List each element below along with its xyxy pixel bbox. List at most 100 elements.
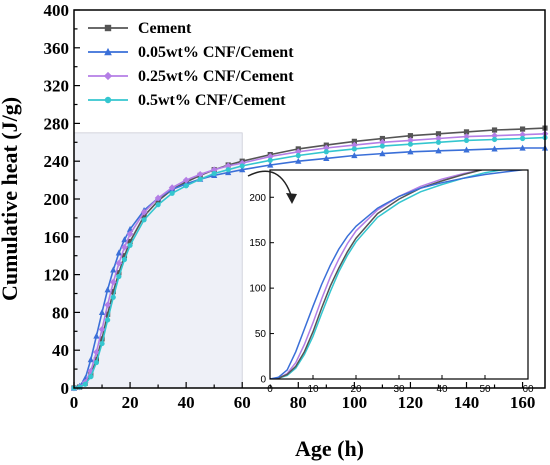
- inset-x-tick-label: 0: [267, 384, 273, 395]
- data-point: [104, 24, 112, 32]
- inset-y-tick-label: 100: [249, 284, 266, 295]
- data-point: [351, 138, 357, 144]
- data-point: [463, 137, 470, 144]
- data-point: [210, 166, 218, 174]
- data-point: [127, 242, 133, 248]
- data-point: [295, 152, 301, 159]
- legend: Cement 0.05wt% CNF/Cement 0.25wt% CNF/Ceme…: [88, 20, 294, 109]
- data-point: [407, 141, 414, 147]
- data-point: [87, 356, 94, 363]
- data-point: [379, 138, 386, 146]
- y-tick-label: 80: [52, 303, 69, 322]
- inset-y-tick-label: 150: [249, 238, 266, 249]
- data-point: [121, 256, 128, 263]
- data-point: [99, 340, 105, 347]
- data-point: [105, 311, 111, 317]
- data-point: [104, 301, 112, 309]
- data-point: [435, 135, 442, 142]
- data-point: [116, 270, 122, 276]
- legend-label: 0.05wt% CNF/Cement: [138, 44, 294, 61]
- data-point: [239, 163, 245, 169]
- x-tick-label: 80: [290, 393, 307, 412]
- data-point: [127, 238, 133, 245]
- inset-x-tick-label: 20: [350, 384, 362, 395]
- y-tick-label: 360: [44, 39, 70, 58]
- data-point: [225, 167, 231, 173]
- inset-x-tick-label: 10: [307, 384, 319, 395]
- x-tick-label: 40: [178, 393, 195, 412]
- data-point: [519, 131, 526, 139]
- data-point: [519, 126, 526, 132]
- y-tick-label: 0: [61, 379, 70, 398]
- inset-y-tick-label: 50: [255, 329, 267, 340]
- data-point: [93, 359, 100, 366]
- y-tick-label: 400: [44, 1, 70, 20]
- data-point: [141, 213, 147, 219]
- data-point: [379, 143, 385, 149]
- series-cnf025: [70, 130, 549, 392]
- data-point: [104, 47, 112, 56]
- data-point: [110, 289, 116, 295]
- data-point: [239, 166, 246, 173]
- plot-frame: [73, 9, 546, 389]
- data-point: [141, 217, 147, 223]
- data-point: [322, 144, 330, 152]
- data-point: [323, 154, 330, 161]
- data-point: [155, 202, 161, 208]
- data-point: [267, 161, 274, 168]
- legend-label: Cement: [138, 20, 192, 37]
- inset-y-tick-label: 0: [260, 375, 266, 386]
- legend-label: 0.25wt% CNF/Cement: [138, 68, 294, 85]
- inset-x-tick-label: 60: [522, 384, 534, 395]
- data-point: [77, 384, 83, 390]
- data-point: [110, 266, 117, 273]
- data-point: [88, 374, 94, 380]
- x-tick-label: 100: [342, 393, 368, 412]
- y-tick-label: 240: [44, 152, 70, 171]
- data-point: [126, 230, 134, 238]
- data-point: [294, 148, 302, 156]
- data-point: [121, 253, 128, 259]
- series-line: [73, 133, 546, 389]
- data-point: [435, 139, 442, 145]
- x-axis-title: Age (h): [295, 436, 364, 461]
- data-point: [379, 150, 386, 157]
- data-point: [105, 317, 111, 323]
- data-point: [407, 133, 414, 139]
- inset-series-line: [270, 170, 485, 379]
- inset-series-line: [270, 170, 527, 379]
- data-point: [519, 135, 526, 142]
- data-point: [109, 278, 117, 286]
- data-point: [351, 152, 358, 159]
- y-tick-label: 200: [44, 190, 70, 209]
- data-point: [519, 144, 526, 151]
- y-tick-label: 280: [44, 114, 70, 133]
- legend-label: 0.5wt% CNF/Cement: [138, 92, 286, 109]
- data-point: [435, 147, 442, 154]
- x-tick-label: 120: [398, 393, 424, 412]
- data-point: [351, 146, 357, 152]
- data-point: [182, 176, 190, 184]
- data-point: [463, 129, 470, 135]
- data-point: [121, 236, 128, 243]
- series-line: [73, 147, 545, 389]
- x-tick-label: 160: [510, 393, 536, 412]
- inset-x-tick-label: 50: [479, 384, 491, 395]
- data-point: [491, 127, 498, 133]
- data-point: [116, 273, 122, 280]
- data-point: [295, 157, 302, 164]
- data-point: [104, 286, 111, 293]
- data-point: [491, 136, 498, 143]
- data-point: [103, 71, 113, 81]
- data-point: [140, 208, 148, 216]
- data-point: [491, 132, 498, 140]
- data-point: [211, 170, 217, 177]
- y-tick-label: 160: [44, 228, 70, 247]
- arrow-curve: [247, 170, 293, 199]
- data-point: [323, 149, 329, 155]
- inset-chart: 0 10 20 30 40 50 60 0 50 100 150 200: [249, 169, 534, 395]
- data-point: [183, 183, 189, 189]
- data-point: [197, 176, 203, 182]
- zoom-arrow: [247, 170, 297, 204]
